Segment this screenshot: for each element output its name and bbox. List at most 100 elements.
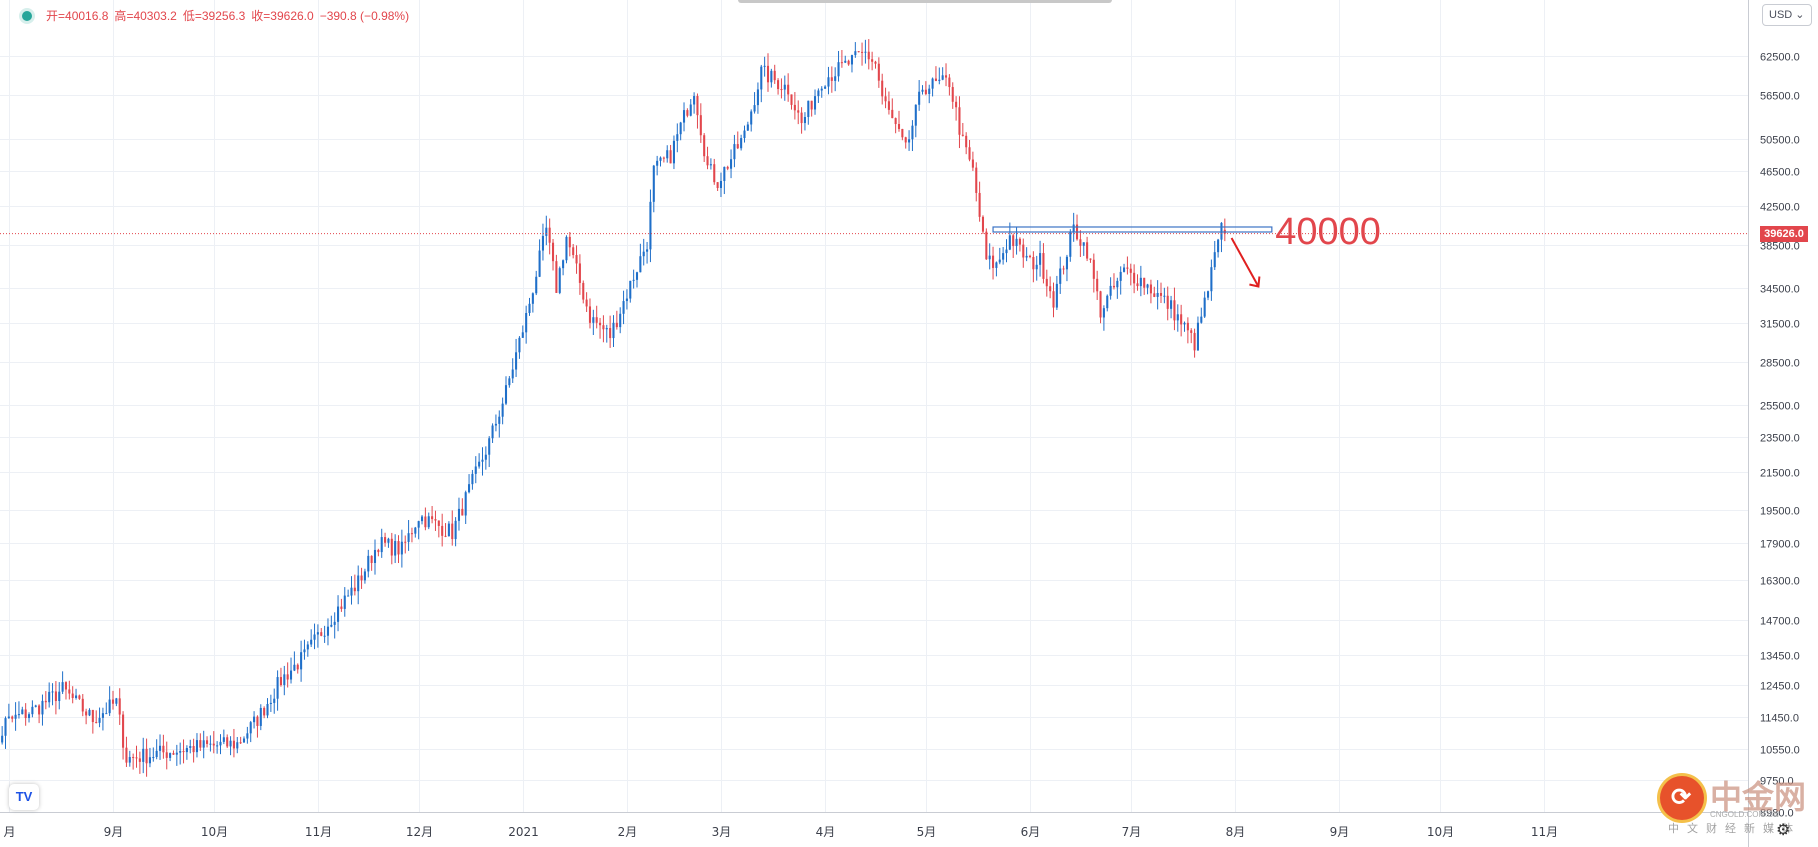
candle-body: [1143, 277, 1146, 288]
candle: [884, 87, 887, 109]
candle-body: [316, 632, 319, 635]
candle-body: [669, 150, 672, 164]
candle-body: [726, 166, 729, 169]
candle: [337, 595, 340, 632]
candle-body: [169, 753, 172, 758]
candle-body: [363, 571, 366, 581]
candle: [535, 270, 538, 296]
candle-body: [1018, 238, 1021, 245]
candle-body: [17, 714, 20, 716]
candle-body: [417, 521, 420, 528]
candle: [659, 156, 662, 167]
candle-body: [827, 77, 830, 87]
candle-body: [498, 416, 501, 424]
candle: [457, 497, 461, 531]
candle: [521, 325, 524, 339]
candle-body: [605, 328, 608, 330]
candle-body: [562, 260, 565, 269]
candle-body: [88, 709, 91, 716]
candle: [437, 520, 440, 538]
candle: [1032, 251, 1035, 283]
candle: [525, 305, 528, 344]
candle-body: [1112, 285, 1116, 288]
x-tick-label: 6月: [1021, 825, 1041, 839]
candle: [854, 42, 857, 58]
candle-body: [703, 135, 706, 157]
candle: [81, 694, 84, 717]
currency-selector[interactable]: USD ⌄: [1762, 4, 1812, 26]
candle: [740, 134, 743, 151]
candle-body: [85, 711, 88, 716]
candle-body: [941, 75, 944, 80]
top-toolbar-handle[interactable]: [738, 0, 1112, 3]
candle-body: [1206, 291, 1210, 298]
candle: [817, 88, 820, 103]
candle: [733, 134, 736, 168]
candle: [1166, 286, 1169, 321]
candle-body: [253, 716, 256, 723]
candle-body: [797, 110, 800, 113]
candle-body: [985, 231, 988, 260]
candle: [716, 182, 719, 191]
candle-body: [525, 313, 528, 333]
candle: [810, 100, 813, 117]
candle: [434, 510, 437, 531]
candle: [961, 122, 964, 137]
candle-body: [992, 255, 995, 268]
candle: [488, 436, 491, 468]
candle-body: [1136, 283, 1139, 287]
candle-body: [333, 621, 336, 625]
candle: [138, 751, 141, 774]
candle-body: [1210, 267, 1213, 292]
candle: [1119, 266, 1122, 295]
candle-body: [273, 698, 276, 703]
candle: [410, 527, 413, 543]
candle-body: [901, 128, 904, 138]
candle-body: [1015, 238, 1018, 247]
candle: [279, 667, 282, 687]
x-tick-label: 11月: [305, 825, 332, 839]
candle: [108, 686, 111, 716]
candle: [165, 741, 168, 770]
candle: [1112, 273, 1116, 290]
ohlc-close: 收=39626.0: [251, 9, 314, 23]
candle: [1193, 328, 1196, 358]
candle: [515, 338, 518, 377]
y-tick-label: 8980.0: [1760, 808, 1794, 820]
candle: [1028, 254, 1032, 259]
candle-body: [1133, 272, 1136, 284]
candle: [310, 629, 313, 648]
tradingview-logo[interactable]: TV: [9, 784, 39, 810]
candle-body: [1065, 256, 1068, 270]
x-tick-label: 2月: [618, 825, 638, 839]
candle: [1035, 255, 1038, 281]
gear-icon[interactable]: ⚙: [1776, 822, 1791, 839]
candle-body: [142, 748, 145, 762]
candle: [615, 310, 618, 330]
candle: [1170, 295, 1173, 319]
candle: [152, 747, 155, 762]
candle-body: [1099, 291, 1102, 318]
candle: [61, 671, 64, 695]
candle: [709, 158, 712, 170]
y-tick-label: 62500.0: [1760, 52, 1800, 64]
candle-body: [269, 702, 272, 705]
candle: [958, 96, 961, 149]
candle-body: [854, 51, 857, 56]
y-tick-label: 31500.0: [1760, 319, 1800, 331]
candle: [619, 307, 622, 334]
candle-body: [824, 86, 827, 89]
x-tick-label: 5月: [917, 825, 937, 839]
candle: [790, 94, 793, 110]
candle-body: [1146, 284, 1149, 288]
candle: [115, 697, 118, 707]
candle: [827, 66, 830, 95]
watermark-en: CNGOLD.COM.CN: [1710, 810, 1779, 819]
candle-body: [1190, 330, 1193, 333]
candle-body: [51, 691, 54, 693]
candle: [424, 507, 427, 531]
candle-body: [286, 674, 289, 680]
candle: [807, 100, 810, 125]
chart-annotations: 40000: [0, 211, 1748, 288]
